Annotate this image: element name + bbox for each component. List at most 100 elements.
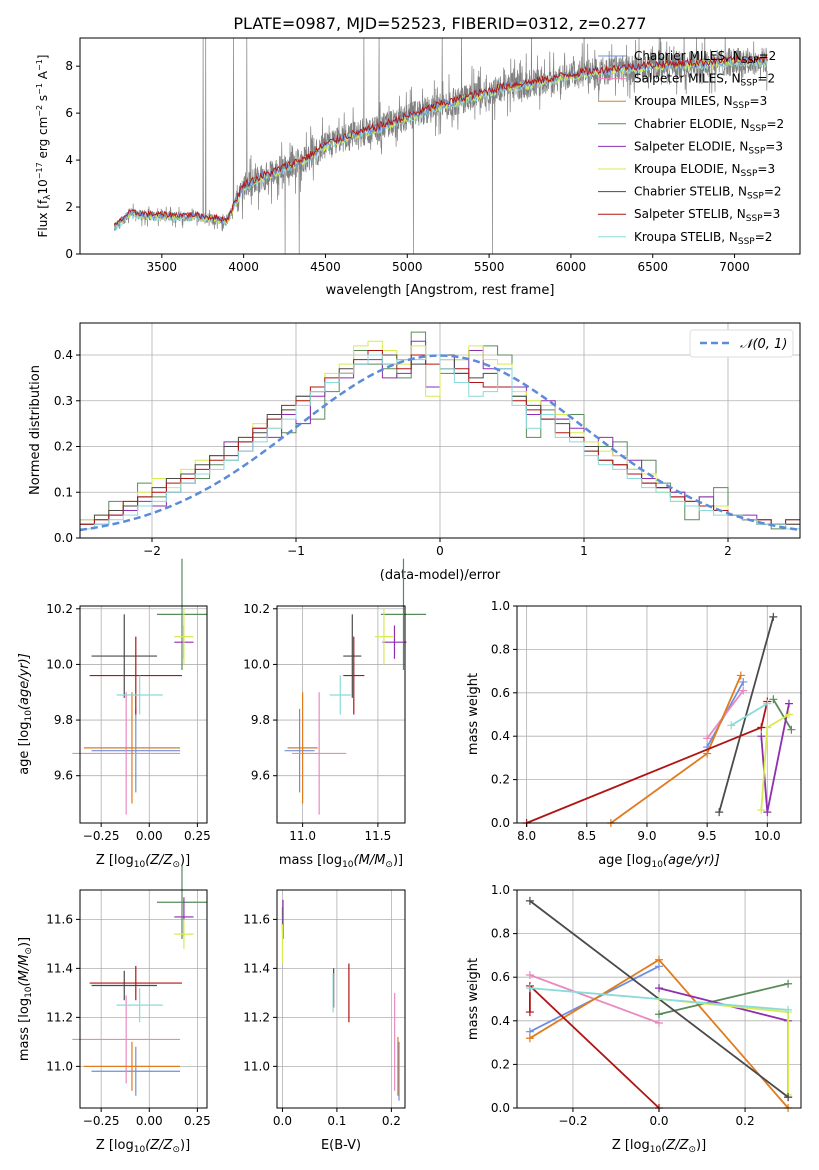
histogram-series bbox=[80, 354, 800, 530]
age-mass-frame bbox=[276, 605, 406, 824]
x-tick-label: 11.0 bbox=[289, 829, 316, 843]
weight-z-lines bbox=[525, 896, 793, 1112]
legend-label: Chabrier ELODIE, NSSP=2 bbox=[634, 117, 784, 134]
y-tick-label: 11.2 bbox=[243, 1010, 270, 1024]
weight-marker bbox=[784, 699, 793, 708]
weight-marker bbox=[727, 721, 736, 730]
legend-label: Salpeter STELIB, NSSP=3 bbox=[634, 207, 780, 224]
mass-vs-ebv-panel: 0.0 0.1 0.2 11.0 11.2 11.4 11.6 E(B-V) bbox=[243, 889, 406, 1153]
weight-line bbox=[772, 698, 793, 731]
weight-age-frame bbox=[516, 605, 802, 824]
y-tick-label: 0.8 bbox=[491, 642, 510, 656]
mass-z-ylabel: mass [log10(M/M⊙)] bbox=[17, 937, 34, 1061]
weight-line bbox=[529, 987, 789, 1011]
age-mass-errorbars bbox=[284, 558, 427, 815]
x-tick-label: 0.25 bbox=[184, 829, 211, 843]
x-tick-label: 5500 bbox=[474, 260, 505, 274]
weight-marker bbox=[655, 955, 663, 964]
weight-marker bbox=[763, 808, 772, 817]
mass-vs-z-panel: −0.25 0.00 0.25 11.0 11.2 11.4 11.6 Z [log10(Z… bbox=[17, 865, 211, 1155]
weight-line bbox=[658, 982, 789, 1016]
weight-marker bbox=[739, 686, 748, 695]
weight-age-ylabel: mass weight bbox=[466, 673, 481, 755]
weight-line bbox=[730, 702, 768, 727]
y-tick-label: 10.2 bbox=[46, 602, 73, 616]
mass-z-xlabel: Z [log10(Z/Z⊙)] bbox=[96, 1138, 190, 1155]
weight-marker bbox=[787, 725, 796, 734]
x-tick-label: 8.0 bbox=[517, 829, 536, 843]
weight-marker bbox=[769, 612, 778, 621]
histogram-xlabel: (data-model)/error bbox=[380, 568, 501, 583]
y-tick-label: 0.2 bbox=[491, 1057, 510, 1071]
y-tick-label: 4 bbox=[65, 153, 73, 167]
legend-label: Chabrier MILES, NSSP=2 bbox=[634, 49, 776, 66]
y-tick-label: 0.6 bbox=[491, 686, 510, 700]
spectrum-lines bbox=[113, 38, 768, 254]
x-tick-label: 0.00 bbox=[136, 829, 163, 843]
y-tick-label: 9.6 bbox=[54, 769, 73, 783]
weight-line bbox=[718, 616, 775, 813]
x-tick-label: 0.00 bbox=[136, 1114, 163, 1128]
weight-marker bbox=[525, 971, 534, 980]
y-tick-label: 9.8 bbox=[251, 713, 270, 727]
x-tick-label: 0.2 bbox=[736, 1114, 755, 1128]
x-tick-label: −0.25 bbox=[83, 1114, 120, 1128]
y-tick-label: 11.4 bbox=[243, 961, 270, 975]
y-tick-label: 11.2 bbox=[46, 1010, 73, 1024]
x-tick-label: 0.0 bbox=[649, 1114, 668, 1128]
x-tick-label: 0.2 bbox=[382, 1114, 401, 1128]
y-tick-label: 6 bbox=[65, 106, 73, 120]
weight-marker bbox=[655, 1010, 663, 1019]
x-tick-label: −2 bbox=[143, 544, 161, 558]
y-tick-label: 0.4 bbox=[54, 348, 73, 362]
spectrum-panel: 3500 4000 4500 5000 5500 6000 6500 7000 0 2 4 6 8 wa… bbox=[35, 37, 801, 298]
y-tick-label: 0.3 bbox=[54, 394, 73, 408]
x-tick-label: −0.2 bbox=[558, 1114, 587, 1128]
legend-label: Kroupa STELIB, NSSP=2 bbox=[634, 230, 772, 247]
y-tick-label: 0.2 bbox=[54, 440, 73, 454]
y-tick-label: 0.8 bbox=[491, 927, 510, 941]
mass-ebv-errorbars bbox=[281, 899, 400, 1101]
mass-z-errorbars bbox=[72, 865, 207, 1096]
weight-marker bbox=[525, 1034, 534, 1043]
normal-legend-label: 𝒩(0, 1) bbox=[740, 337, 787, 352]
weight-z-xlabel: Z [log10(Z/Z⊙)] bbox=[612, 1138, 706, 1155]
y-tick-label: 0.0 bbox=[491, 1101, 510, 1115]
legend-label: Chabrier STELIB, NSSP=2 bbox=[634, 185, 782, 202]
y-tick-label: 11.6 bbox=[243, 912, 270, 926]
weight-line bbox=[706, 690, 744, 739]
y-tick-label: 0 bbox=[65, 247, 73, 261]
x-tick-label: −1 bbox=[287, 544, 305, 558]
x-tick-label: 6000 bbox=[556, 260, 587, 274]
weight-marker bbox=[525, 1008, 534, 1017]
age-vs-z-panel: −0.25 0.00 0.25 9.6 9.8 10.0 10.2 Z [log10(Z/Z… bbox=[17, 558, 211, 870]
age-z-ylabel: age [log10(age/yr)] bbox=[17, 653, 34, 775]
x-tick-label: 5000 bbox=[392, 260, 423, 274]
weight-marker bbox=[784, 1005, 793, 1014]
x-tick-label: 0.25 bbox=[184, 1114, 211, 1128]
y-tick-label: 10.0 bbox=[46, 657, 73, 671]
age-z-errorbars bbox=[72, 558, 207, 815]
age-vs-mass-panel: 11.0 11.5 9.6 9.8 10.0 10.2 mass [log10(M/M⊙)… bbox=[243, 558, 427, 870]
y-tick-label: 0.0 bbox=[491, 816, 510, 830]
x-tick-label: 6500 bbox=[637, 260, 668, 274]
weight-marker bbox=[763, 699, 772, 708]
weight-z-ylabel: mass weight bbox=[466, 958, 481, 1040]
y-tick-label: 11.0 bbox=[243, 1059, 270, 1073]
weight-marker bbox=[715, 808, 724, 817]
weight-vs-z-panel: −0.2 0.0 0.2 0.0 0.2 0.4 0.6 0.8 1.0 Z [log10(Z/… bbox=[466, 883, 802, 1155]
spectrum-frame bbox=[79, 37, 801, 255]
x-tick-label: 10.0 bbox=[754, 829, 781, 843]
legend-label: Salpeter ELODIE, NSSP=3 bbox=[634, 139, 783, 156]
histogram-panel: −2 −1 0 1 2 0.0 0.1 0.2 0.3 0.4 (data-model)/erro… bbox=[28, 322, 801, 583]
x-tick-label: 0.0 bbox=[273, 1114, 292, 1128]
weight-marker bbox=[525, 896, 534, 905]
y-tick-label: 10.2 bbox=[243, 602, 270, 616]
weight-marker bbox=[784, 979, 793, 988]
x-tick-label: 1 bbox=[580, 544, 588, 558]
figure-title: PLATE=0987, MJD=52523, FIBERID=0312, z=0… bbox=[233, 14, 646, 33]
legend-label: Kroupa ELODIE, NSSP=3 bbox=[634, 162, 775, 179]
y-tick-label: 8 bbox=[65, 59, 73, 73]
weight-marker bbox=[739, 677, 748, 686]
